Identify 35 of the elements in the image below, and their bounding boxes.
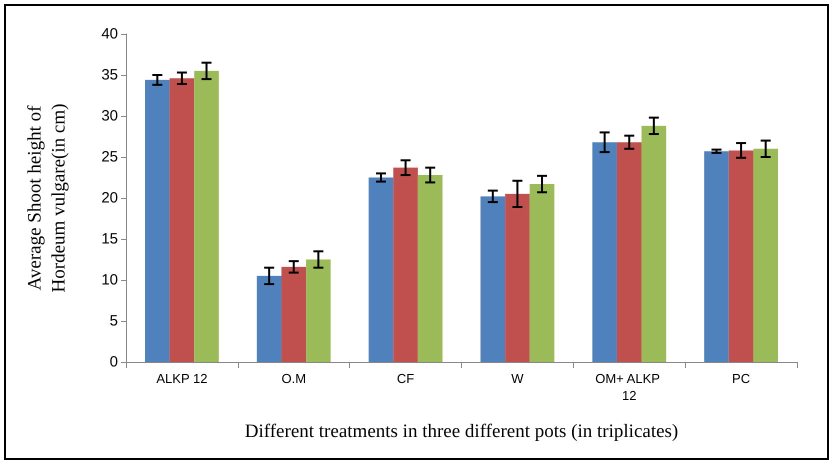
y-tick-label: 20	[101, 190, 118, 206]
y-axis-title: Average Shoot height of Hordeum vulgare(in cm)	[24, 104, 70, 292]
y-tick-label: 15	[101, 230, 118, 248]
x-tick-label: W	[511, 371, 524, 386]
bar	[281, 266, 306, 362]
y-tick-label: 35	[101, 66, 118, 84]
bar	[194, 70, 219, 362]
bar	[592, 142, 617, 362]
bar	[393, 168, 418, 362]
y-tick-label: 25	[101, 148, 118, 166]
x-tick-label: OM+ ALKP 12	[595, 371, 664, 403]
y-tick-label: 40	[101, 26, 118, 42]
y-tick-label: 5	[110, 312, 118, 330]
x-tick-label: CF	[396, 371, 414, 386]
bar	[616, 142, 642, 362]
x-tick-label: PC	[732, 371, 750, 386]
bar	[145, 80, 170, 362]
bar	[753, 148, 778, 362]
bar	[306, 260, 331, 362]
y-tick-label: 10	[101, 272, 118, 288]
x-tick-label: O.M	[281, 371, 306, 386]
bar	[256, 276, 282, 362]
bar	[368, 178, 394, 362]
y-tick-label: 0	[110, 354, 118, 370]
bar	[418, 175, 442, 362]
x-axis-title: Different treatments in three different pots (in triplicates)	[244, 421, 678, 442]
bar	[170, 78, 194, 362]
bar	[704, 151, 729, 362]
x-tick-label: ALKP 12	[156, 371, 208, 386]
bar	[642, 126, 666, 362]
y-tick-label: 30	[101, 108, 118, 124]
bar	[480, 196, 506, 362]
bar	[728, 150, 754, 362]
bar	[505, 194, 530, 362]
bar	[530, 184, 554, 362]
